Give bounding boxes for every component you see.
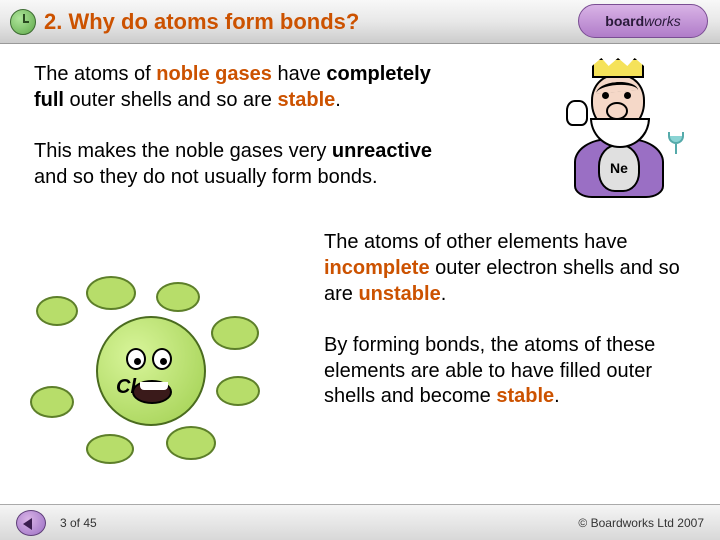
p1-text: The atoms of xyxy=(34,63,156,85)
page-indicator: 3 of 45 xyxy=(60,516,97,530)
p3-unstable: unstable xyxy=(358,283,440,305)
p1-noble-gases: noble gases xyxy=(156,63,272,85)
noble-gas-cartoon: Ne xyxy=(536,46,686,216)
slide-header: 2. Why do atoms form bonds? boardworks xyxy=(0,0,720,44)
copyright-text: © Boardworks Ltd 2007 xyxy=(578,516,704,530)
cl-eye xyxy=(152,348,172,370)
king-hand xyxy=(566,100,588,126)
p4-stable: stable xyxy=(496,385,554,407)
p4-text: By forming bonds, the atoms of these ele… xyxy=(324,334,655,407)
king-nose xyxy=(606,102,628,120)
logo-text-italic: works xyxy=(644,13,681,29)
p1-text2: have xyxy=(272,63,326,85)
p3-incomplete: incomplete xyxy=(324,257,430,279)
king-eye xyxy=(624,92,631,99)
chlorine-body: Cl xyxy=(96,316,206,426)
p2-text: This makes the noble gases very xyxy=(34,140,332,162)
slide-content: The atoms of noble gases have completely… xyxy=(0,44,720,504)
electron-cloud xyxy=(156,282,200,312)
king-eye xyxy=(602,92,609,99)
slide-title: 2. Why do atoms form bonds? xyxy=(44,9,359,35)
electron-cloud xyxy=(86,276,136,310)
p3-text: The atoms of other elements have xyxy=(324,231,628,253)
electron-cloud xyxy=(166,426,216,460)
noble-symbol: Ne xyxy=(610,160,628,176)
paragraph-1: The atoms of noble gases have completely… xyxy=(34,62,464,113)
p1-stable: stable xyxy=(277,89,335,111)
p1-text3: outer shells and so are xyxy=(64,89,277,111)
logo-text-bold: board xyxy=(605,13,644,29)
boardworks-logo: boardworks xyxy=(578,4,708,38)
p3-end: . xyxy=(441,283,447,305)
electron-cloud xyxy=(216,376,260,406)
electron-cloud xyxy=(36,296,78,326)
paragraph-4: By forming bonds, the atoms of these ele… xyxy=(324,333,686,410)
p1-end: . xyxy=(335,89,341,111)
crown-icon xyxy=(592,58,644,78)
cl-mouth xyxy=(132,380,172,404)
p2-text2: and so they do not usually form bonds. xyxy=(34,166,378,188)
chlorine-cartoon: Cl xyxy=(26,276,266,466)
back-button[interactable] xyxy=(16,510,46,536)
electron-cloud xyxy=(86,434,134,464)
logo-text: boardworks xyxy=(605,13,680,29)
electron-cloud xyxy=(211,316,259,350)
slide-footer: 3 of 45 © Boardworks Ltd 2007 xyxy=(0,504,720,540)
clock-icon xyxy=(10,9,36,35)
p4-end: . xyxy=(554,385,560,407)
king-body: Ne xyxy=(598,144,640,192)
paragraph-2: This makes the noble gases very unreacti… xyxy=(34,139,464,190)
cl-eye xyxy=(126,348,146,370)
paragraph-3: The atoms of other elements have incompl… xyxy=(324,230,686,307)
wine-glass-icon xyxy=(666,132,686,156)
electron-cloud xyxy=(30,386,74,418)
p2-unreactive: unreactive xyxy=(332,140,432,162)
